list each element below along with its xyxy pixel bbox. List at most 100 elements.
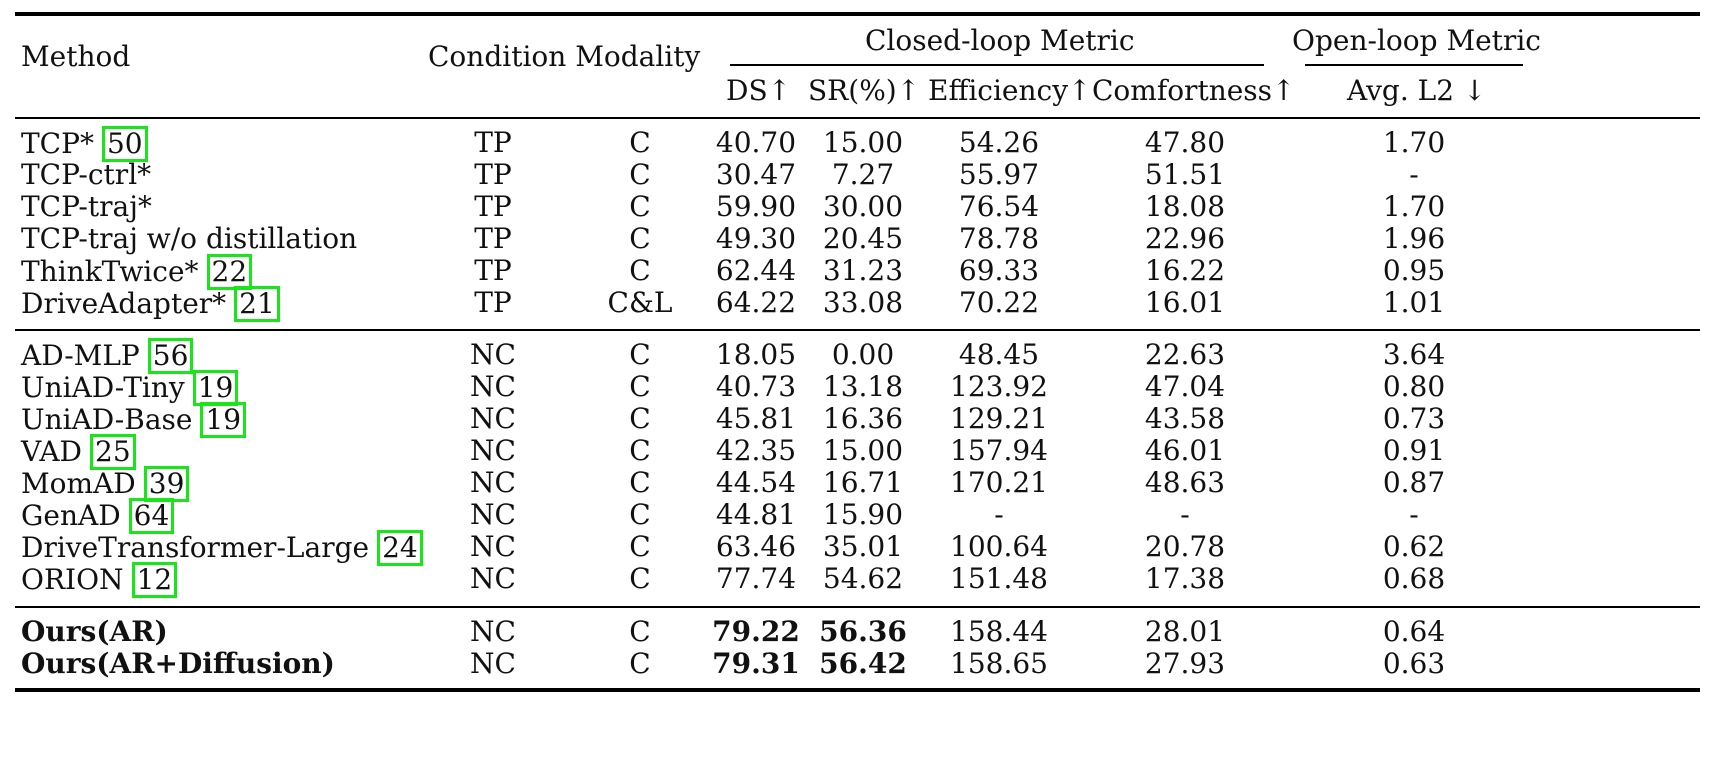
modality-cell: C <box>629 434 651 467</box>
l2-cell: - <box>1409 158 1419 191</box>
results-table: Method Condition Modality Closed-loop Me… <box>15 0 1700 770</box>
ds-cell: 30.47 <box>715 158 797 191</box>
method-name: UniAD-Base <box>21 403 193 436</box>
sr-cell: 15.00 <box>822 434 904 467</box>
table-row: TCP-traj* TP C 59.90 30.00 76.54 18.08 1.70 <box>15 190 1700 224</box>
citation-link[interactable]: 64 <box>128 498 175 534</box>
modality-cell: C <box>629 615 651 648</box>
eff-cell: 78.78 <box>958 222 1040 255</box>
comf-cell: 47.04 <box>1144 370 1226 403</box>
header-open-loop: Open-loop Metric <box>1292 24 1541 57</box>
eff-cell: 100.64 <box>950 530 1048 563</box>
comf-cell: - <box>1180 498 1190 531</box>
method-name: DriveAdapter* <box>21 287 227 320</box>
method-name: UniAD-Tiny <box>21 371 185 404</box>
method-cell: DriveAdapter* 21 <box>21 286 280 322</box>
header-avg-l2: Avg. L2 ↓ <box>1347 74 1487 107</box>
citation-link[interactable]: 24 <box>377 530 423 566</box>
condition-cell: NC <box>470 498 516 531</box>
ds-cell: 18.05 <box>715 338 797 371</box>
citation-link[interactable]: 21 <box>234 286 280 322</box>
table-row: AD-MLP 56 NC C 18.05 0.00 48.45 22.63 3.64 <box>15 338 1700 374</box>
comf-cell: 47.80 <box>1144 126 1226 159</box>
ds-cell: 64.22 <box>715 286 797 319</box>
eff-cell: 129.21 <box>950 402 1048 435</box>
l2-cell: 0.62 <box>1382 530 1446 563</box>
comf-cell: 20.78 <box>1144 530 1226 563</box>
method-cell: UniAD-Base 19 <box>21 402 247 438</box>
ds-cell: 44.81 <box>715 498 797 531</box>
method-name: AD-MLP <box>21 339 140 372</box>
ds-cell: 40.70 <box>715 126 797 159</box>
l2-cell: 1.96 <box>1382 222 1446 255</box>
sr-cell: 54.62 <box>822 562 904 595</box>
sr-cell: 56.36 <box>819 615 907 648</box>
method-name: Ours(AR+Diffusion) <box>21 647 335 680</box>
modality-cell: C&L <box>607 286 673 319</box>
comf-cell: 51.51 <box>1144 158 1226 191</box>
method-name: DriveTransformer-Large <box>21 531 370 564</box>
eff-cell: 151.48 <box>950 562 1048 595</box>
l2-cell: 1.70 <box>1382 126 1446 159</box>
bottom-rule <box>15 688 1700 692</box>
method-cell: MomAD 39 <box>21 466 190 502</box>
method-name: VAD <box>21 435 82 468</box>
citation-link[interactable]: 50 <box>101 126 148 162</box>
eff-cell: 48.45 <box>958 338 1040 371</box>
ds-cell: 42.35 <box>715 434 797 467</box>
citation-link[interactable]: 19 <box>200 402 247 438</box>
comf-cell: 27.93 <box>1144 647 1226 680</box>
citation-link[interactable]: 56 <box>147 338 194 374</box>
comf-cell: 28.01 <box>1144 615 1226 648</box>
method-name: TCP-traj w/o distillation <box>21 222 358 255</box>
condition-cell: NC <box>470 530 516 563</box>
l2-cell: 0.63 <box>1382 647 1446 680</box>
method-name: TCP* <box>21 127 94 160</box>
sr-cell: 15.00 <box>822 126 904 159</box>
condition-cell: TP <box>474 254 512 287</box>
modality-cell: C <box>629 647 651 680</box>
citation-link[interactable]: 19 <box>192 370 239 406</box>
table-row: ORION 12 NC C 77.74 54.62 151.48 17.38 0.68 <box>15 562 1700 598</box>
top-rule <box>15 12 1700 16</box>
header-efficiency: Efficiency↑ <box>928 74 1092 107</box>
table-row: UniAD-Tiny 19 NC C 40.73 13.18 123.92 47.04 0.80 <box>15 370 1700 406</box>
ds-cell: 79.31 <box>712 647 800 680</box>
modality-cell: C <box>629 498 651 531</box>
table-row: VAD 25 NC C 42.35 15.00 157.94 46.01 0.91 <box>15 434 1700 470</box>
condition-cell: NC <box>470 615 516 648</box>
l2-cell: 0.68 <box>1382 562 1446 595</box>
citation-link[interactable]: 39 <box>143 466 190 502</box>
table-row: UniAD-Base 19 NC C 45.81 16.36 129.21 43.58 0.73 <box>15 402 1700 438</box>
modality-cell: C <box>629 530 651 563</box>
comf-cell: 43.58 <box>1144 402 1226 435</box>
ds-cell: 79.22 <box>712 615 800 648</box>
method-cell: TCP-traj w/o distillation <box>21 222 357 256</box>
method-name: TCP-traj* <box>21 190 152 223</box>
condition-cell: NC <box>470 562 516 595</box>
table-row: MomAD 39 NC C 44.54 16.71 170.21 48.63 0.87 <box>15 466 1700 502</box>
citation-link[interactable]: 25 <box>90 434 136 470</box>
eff-cell: - <box>994 498 1004 531</box>
comf-cell: 22.96 <box>1144 222 1226 255</box>
l2-cell: 3.64 <box>1382 338 1446 371</box>
sr-cell: 15.90 <box>822 498 904 531</box>
condition-cell: TP <box>474 222 512 255</box>
method-cell: TCP-ctrl* <box>21 158 151 192</box>
comf-cell: 18.08 <box>1144 190 1226 223</box>
method-cell: UniAD-Tiny 19 <box>21 370 239 406</box>
comf-cell: 16.22 <box>1144 254 1226 287</box>
condition-cell: TP <box>474 286 512 319</box>
l2-cell: 0.80 <box>1382 370 1446 403</box>
condition-cell: NC <box>470 647 516 680</box>
method-name: GenAD <box>21 499 121 532</box>
citation-link[interactable]: 22 <box>206 254 253 290</box>
sr-cell: 7.27 <box>831 158 895 191</box>
eff-cell: 170.21 <box>950 466 1048 499</box>
citation-link[interactable]: 12 <box>131 562 178 598</box>
closed-loop-subrule <box>730 64 1264 66</box>
table-row: GenAD 64 NC C 44.81 15.90 - - - <box>15 498 1700 534</box>
modality-cell: C <box>629 338 651 371</box>
method-cell: TCP* 50 <box>21 126 148 162</box>
header-condition-modality: Condition Modality <box>428 40 701 73</box>
